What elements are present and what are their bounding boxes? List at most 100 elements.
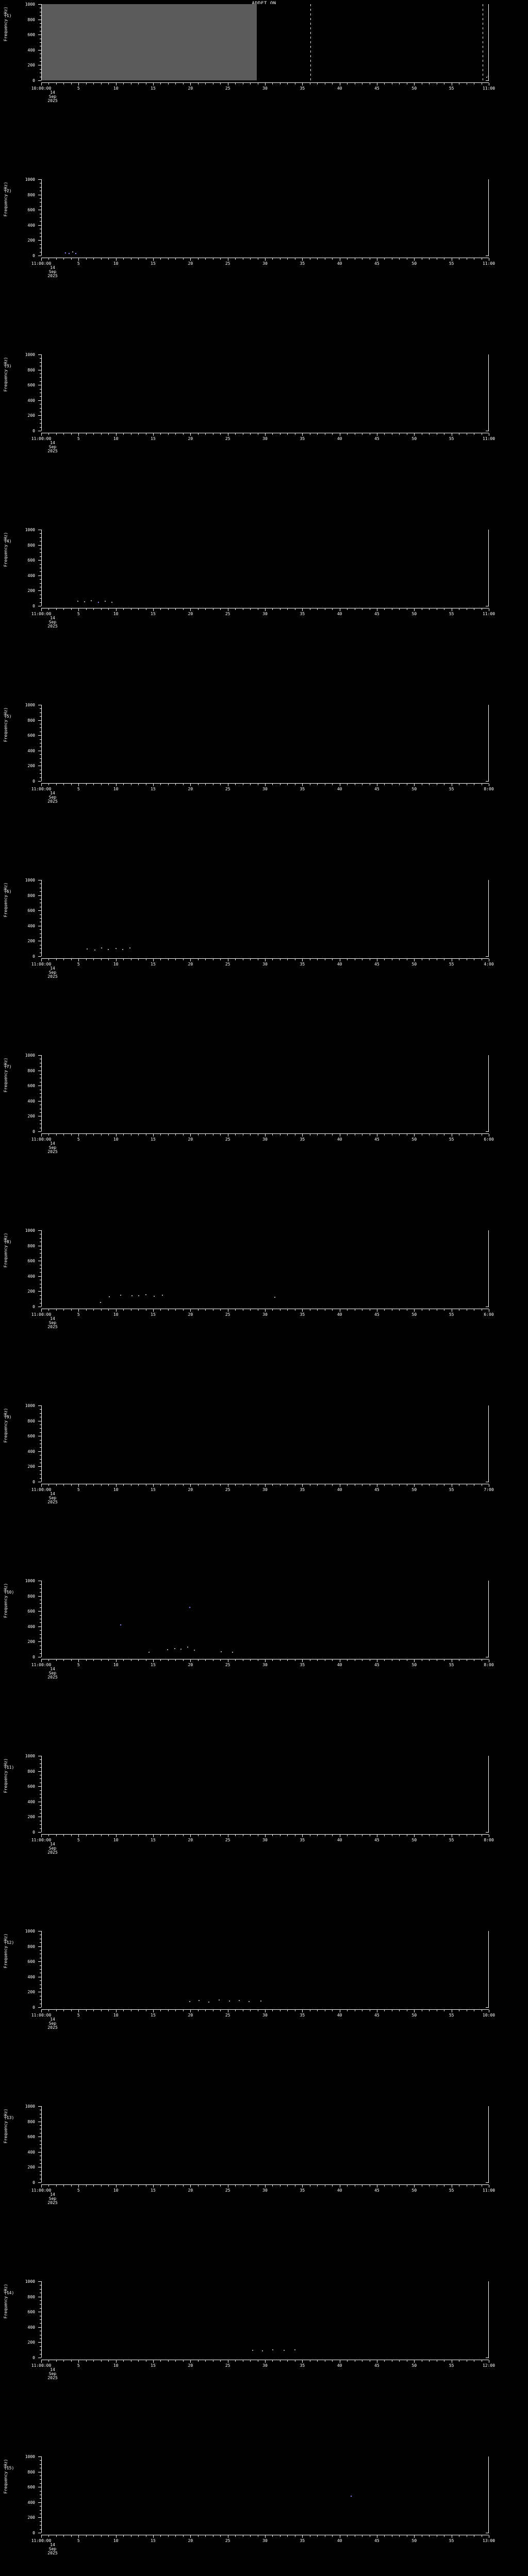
x-axis-end-label: 6:00 — [484, 1312, 494, 1317]
x-tick-minor — [205, 1484, 206, 1486]
plot-area[interactable] — [41, 1055, 489, 1131]
x-tick-label: 15 — [151, 612, 156, 616]
date-month: Sep — [48, 269, 57, 274]
y-tick-minor — [40, 758, 41, 759]
x-tick-minor — [332, 2010, 333, 2011]
x-tick-minor — [183, 1309, 184, 1311]
x-tick-minor — [272, 1134, 273, 1136]
x-tick-label: 40 — [337, 787, 342, 791]
x-tick-minor — [86, 784, 87, 785]
y-tick-minor — [40, 537, 41, 538]
x-tick-major — [190, 2535, 191, 2538]
x-axis-date-stack: 14 Sep 2025 — [47, 441, 57, 453]
x-tick-label: 50 — [411, 612, 417, 616]
x-tick-minor — [287, 1309, 288, 1311]
x-tick-major — [190, 608, 191, 611]
x-tick-label: 40 — [337, 2188, 342, 2193]
data-point — [221, 1651, 222, 1652]
x-axis-date-stack: 14 Sep 2025 — [47, 2368, 57, 2380]
y-tick-label: 400 — [27, 2149, 35, 2155]
data-point — [161, 1295, 163, 1296]
x-tick-minor — [101, 1659, 102, 1661]
plot-area[interactable] — [41, 1581, 489, 1657]
data-point — [294, 2349, 296, 2351]
x-tick-minor — [108, 2010, 109, 2011]
y-tick-label: 400 — [27, 1974, 35, 1979]
y-tick-minor — [40, 1634, 41, 1635]
plot-area[interactable] — [41, 2456, 489, 2533]
y-tick-label: 200 — [27, 764, 35, 769]
x-tick-minor — [93, 83, 94, 84]
x-tick-minor — [123, 2010, 124, 2011]
x-tick-major — [265, 2535, 266, 2538]
x-tick-minor — [168, 2360, 169, 2362]
plot-area[interactable] — [41, 880, 489, 956]
x-tick-minor — [220, 1309, 221, 1311]
x-tick-minor — [160, 784, 161, 785]
x-tick-major — [78, 1835, 79, 1837]
x-tick-major — [190, 2010, 191, 2012]
x-tick-minor — [399, 2535, 400, 2537]
date-day: 14 — [50, 440, 55, 445]
x-tick-minor — [197, 608, 199, 610]
plot-area[interactable] — [41, 1931, 489, 2007]
x-tick-minor — [347, 2535, 348, 2537]
y-tick-minor — [40, 2510, 41, 2511]
x-tick-label: 15 — [151, 2363, 156, 2368]
x-tick-label: 40 — [337, 2363, 342, 2368]
plot-area[interactable] — [41, 1756, 489, 1832]
y-tick-label: 800 — [27, 17, 35, 22]
x-tick-minor — [272, 608, 273, 610]
y-tick-minor — [40, 727, 41, 728]
plot-area[interactable] — [41, 1405, 489, 1482]
x-tick-major — [153, 2535, 154, 2538]
plot-area[interactable] — [41, 354, 489, 431]
data-point — [194, 1649, 195, 1651]
x-tick-minor — [220, 1484, 221, 1486]
plot-area[interactable] — [41, 705, 489, 781]
x-tick-minor — [48, 83, 50, 84]
x-tick-minor — [63, 1134, 64, 1136]
x-tick-minor — [86, 2185, 87, 2187]
y-tick-minor — [40, 1630, 41, 1631]
x-tick-minor — [250, 1659, 251, 1661]
x-tick-minor — [197, 1309, 199, 1311]
x-tick-minor — [101, 433, 102, 435]
y-tick-label: 200 — [27, 2515, 35, 2520]
x-tick-label: 45 — [374, 787, 380, 791]
y-tick — [38, 2517, 41, 2518]
y-axis-label: Frequency (Hz) — [3, 1057, 8, 1093]
x-tick-minor — [205, 433, 206, 435]
x-tick-minor — [205, 1309, 206, 1311]
x-tick-label: 40 — [337, 1663, 342, 1667]
x-tick-minor — [205, 2010, 206, 2011]
y-tick-minor — [40, 773, 41, 774]
x-tick-label: 15 — [151, 787, 156, 791]
x-tick-major — [414, 2010, 415, 2012]
panel-index-label: (4) — [4, 539, 12, 544]
y-tick — [38, 1596, 41, 1597]
x-tick-label: 50 — [411, 1487, 417, 1492]
x-tick-label: 30 — [262, 2013, 268, 2018]
plot-area[interactable] — [41, 179, 489, 256]
x-tick-label: 35 — [300, 2013, 305, 2018]
x-tick-minor — [71, 2010, 72, 2011]
y-tick-minor — [40, 2300, 41, 2301]
plot-area[interactable] — [41, 530, 489, 606]
y-tick-label: 600 — [27, 208, 35, 213]
y-tick-minor — [40, 381, 41, 382]
y-tick-minor — [40, 914, 41, 915]
y-tick-minor — [40, 2483, 41, 2484]
plot-area[interactable] — [41, 2281, 489, 2358]
x-axis-start-label: 11:00:00 — [31, 261, 52, 266]
x-tick-minor — [138, 2185, 139, 2187]
x-tick-major — [41, 2360, 42, 2363]
y-tick-minor — [40, 2521, 41, 2522]
data-point — [232, 1652, 233, 1653]
plot-area[interactable] — [41, 2106, 489, 2182]
y-axis-label: Frequency (Hz) — [3, 2283, 8, 2319]
plot-area[interactable] — [41, 4, 489, 80]
data-point — [100, 1301, 101, 1303]
plot-area[interactable] — [41, 1230, 489, 1307]
x-tick-minor — [86, 1309, 87, 1311]
